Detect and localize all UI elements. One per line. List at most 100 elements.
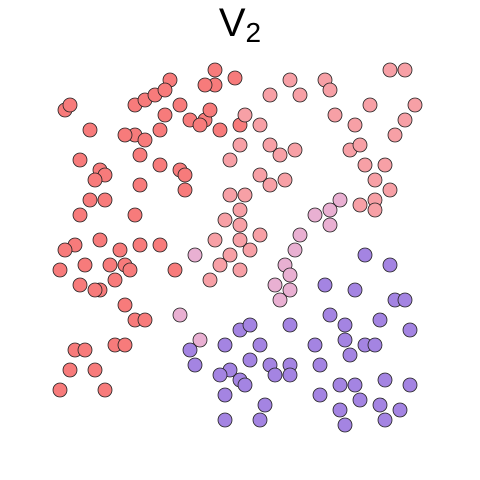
- point: [72, 207, 88, 223]
- point: [227, 70, 243, 86]
- point: [327, 107, 343, 123]
- point: [367, 172, 383, 188]
- point: [82, 122, 98, 138]
- point: [242, 242, 258, 258]
- point: [212, 257, 228, 273]
- point: [252, 412, 268, 428]
- title-subscript: 2: [246, 17, 262, 48]
- point: [192, 332, 208, 348]
- point: [287, 242, 303, 258]
- point: [57, 242, 73, 258]
- point: [377, 372, 393, 388]
- point: [397, 112, 413, 128]
- point: [137, 132, 153, 148]
- point: [102, 257, 118, 273]
- point: [132, 177, 148, 193]
- point: [72, 277, 88, 293]
- point: [197, 77, 213, 93]
- point: [222, 187, 238, 203]
- point: [127, 207, 143, 223]
- point: [52, 262, 68, 278]
- point: [207, 62, 223, 78]
- point: [92, 232, 108, 248]
- point: [282, 72, 298, 88]
- point: [112, 242, 128, 258]
- point: [322, 202, 338, 218]
- point: [262, 137, 278, 153]
- point: [382, 182, 398, 198]
- point: [52, 382, 68, 398]
- point: [267, 367, 283, 383]
- point: [347, 117, 363, 133]
- point: [62, 362, 78, 378]
- point: [252, 337, 268, 353]
- point: [222, 152, 238, 168]
- point: [202, 272, 218, 288]
- point: [212, 122, 228, 138]
- point: [392, 402, 408, 418]
- point: [152, 237, 168, 253]
- point: [167, 262, 183, 278]
- point: [332, 402, 348, 418]
- point: [217, 412, 233, 428]
- point: [282, 367, 298, 383]
- point: [402, 322, 418, 338]
- point: [232, 202, 248, 218]
- point: [217, 387, 233, 403]
- point: [277, 172, 293, 188]
- point: [342, 347, 358, 363]
- point: [217, 212, 233, 228]
- point: [267, 277, 283, 293]
- point: [172, 307, 188, 323]
- point: [282, 267, 298, 283]
- point: [272, 147, 288, 163]
- point: [257, 397, 273, 413]
- point: [397, 292, 413, 308]
- point: [97, 382, 113, 398]
- point: [217, 337, 233, 353]
- point: [372, 397, 388, 413]
- point: [362, 97, 378, 113]
- title-main: V: [219, 1, 246, 45]
- point: [372, 312, 388, 328]
- point: [152, 157, 168, 173]
- point: [177, 182, 193, 198]
- point: [367, 202, 383, 218]
- point: [62, 97, 78, 113]
- point: [357, 247, 373, 263]
- point: [207, 232, 223, 248]
- point: [407, 97, 423, 113]
- point: [367, 337, 383, 353]
- point: [232, 137, 248, 153]
- point: [312, 387, 328, 403]
- point: [232, 232, 248, 248]
- point: [332, 377, 348, 393]
- point: [177, 167, 193, 183]
- point: [252, 117, 268, 133]
- point: [132, 237, 148, 253]
- point: [132, 147, 148, 163]
- point: [97, 192, 113, 208]
- point: [292, 87, 308, 103]
- point: [382, 257, 398, 273]
- point: [237, 107, 253, 123]
- point: [352, 137, 368, 153]
- point: [347, 282, 363, 298]
- point: [307, 207, 323, 223]
- point: [287, 142, 303, 158]
- point: [192, 117, 208, 133]
- point: [87, 282, 103, 298]
- point: [237, 187, 253, 203]
- point: [352, 197, 368, 213]
- point: [87, 172, 103, 188]
- point: [77, 257, 93, 273]
- point: [232, 262, 248, 278]
- point: [137, 312, 153, 328]
- point: [237, 377, 253, 393]
- point: [312, 357, 328, 373]
- point: [317, 277, 333, 293]
- point: [397, 62, 413, 78]
- point: [242, 317, 258, 333]
- point: [117, 127, 133, 143]
